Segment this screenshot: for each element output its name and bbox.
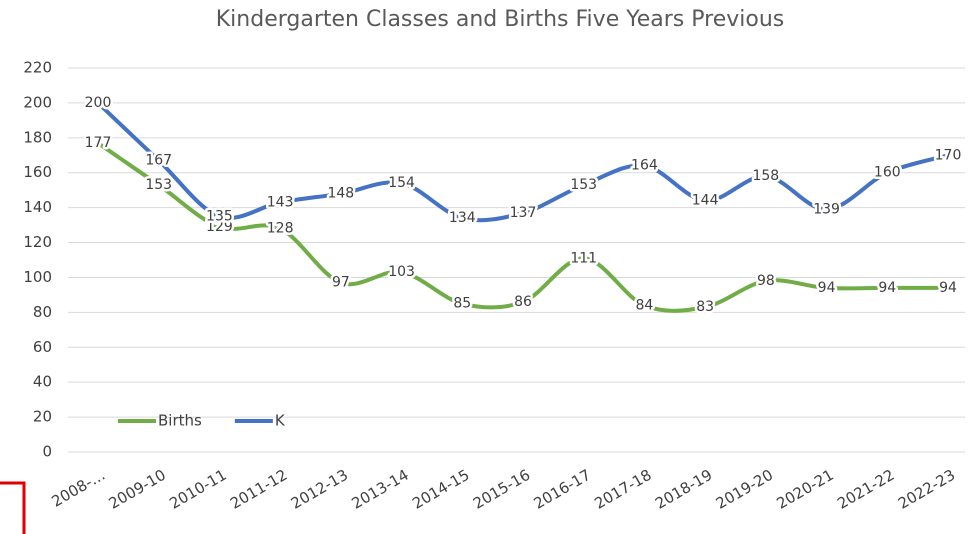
data-label: 111 xyxy=(570,250,597,266)
x-tick-label: 2009-10 xyxy=(106,466,169,513)
x-tick-label: 2020-21 xyxy=(774,466,837,513)
data-label: 144 xyxy=(692,193,719,209)
data-label: 143 xyxy=(267,194,294,210)
x-tick-label: 2018-19 xyxy=(652,466,715,513)
data-label: 83 xyxy=(696,299,714,315)
data-label: 167 xyxy=(145,153,172,169)
data-label: 129 xyxy=(206,219,233,235)
x-tick-label: 2019-20 xyxy=(713,466,776,513)
data-label: 98 xyxy=(757,273,775,289)
x-tick-label: 2014-15 xyxy=(409,466,472,513)
x-tick-label: 2021-22 xyxy=(834,466,897,513)
series-line xyxy=(96,100,950,223)
legend-label: Births xyxy=(158,412,202,430)
data-label: 139 xyxy=(813,201,840,217)
y-tick-label: 140 xyxy=(23,198,52,216)
x-tick-label: 2008-… xyxy=(49,466,109,511)
y-tick-label: 40 xyxy=(33,373,52,391)
data-label: 153 xyxy=(145,177,172,193)
y-tick-label: 160 xyxy=(23,163,52,181)
data-label: 128 xyxy=(267,221,294,237)
data-label: 153 xyxy=(570,177,597,193)
data-label: 94 xyxy=(939,280,957,296)
x-tick-label: 2013-14 xyxy=(349,466,412,513)
y-tick-label: 200 xyxy=(23,93,52,111)
x-tick-label: 2015-16 xyxy=(470,466,533,513)
data-label: 177 xyxy=(85,135,112,151)
data-label: 148 xyxy=(327,186,354,202)
data-label: 94 xyxy=(818,280,836,296)
y-tick-label: 120 xyxy=(23,233,52,251)
data-label: 134 xyxy=(449,210,476,226)
chart-title: Kindergarten Classes and Births Five Yea… xyxy=(216,7,784,32)
data-label: 200 xyxy=(85,95,112,111)
y-tick-label: 100 xyxy=(23,268,52,286)
x-tick-label: 2017-18 xyxy=(591,466,654,513)
y-tick-label: 20 xyxy=(33,408,52,426)
data-label: 158 xyxy=(752,168,779,184)
y-tick-label: 80 xyxy=(33,303,52,321)
x-tick-label: 2016-17 xyxy=(531,466,594,513)
data-label: 170 xyxy=(935,147,962,163)
data-label: 154 xyxy=(388,175,415,191)
y-tick-label: 60 xyxy=(33,338,52,356)
data-label: 94 xyxy=(878,280,896,296)
selection-bracket xyxy=(0,481,26,534)
data-label: 160 xyxy=(874,165,901,181)
data-label: 84 xyxy=(636,297,654,313)
y-tick-label: 180 xyxy=(23,128,52,146)
data-label: 135 xyxy=(206,208,233,224)
x-tick-label: 2010-11 xyxy=(166,466,229,513)
data-label: 103 xyxy=(388,264,415,280)
y-tick-label: 220 xyxy=(23,59,52,77)
x-tick-label: 2012-13 xyxy=(288,466,351,513)
data-label: 85 xyxy=(453,296,471,312)
data-label: 86 xyxy=(514,294,532,310)
data-label: 137 xyxy=(510,205,537,221)
data-label: 164 xyxy=(631,158,658,174)
x-tick-label: 2011-12 xyxy=(227,466,290,513)
legend-label: K xyxy=(275,412,286,430)
y-tick-label: 0 xyxy=(42,443,52,461)
data-label: 97 xyxy=(332,275,350,291)
series-line xyxy=(96,141,950,313)
x-tick-label: 2022-23 xyxy=(895,466,958,513)
